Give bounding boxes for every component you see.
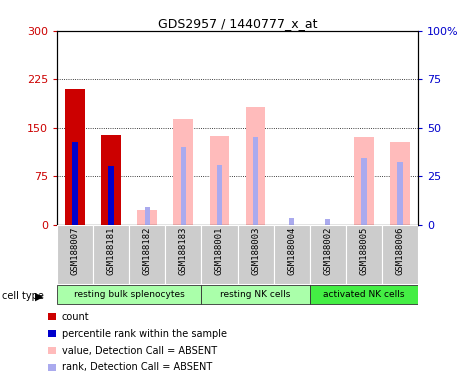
Text: GSM188002: GSM188002 bbox=[323, 227, 332, 275]
Bar bbox=[253, 137, 258, 225]
Bar bbox=[361, 158, 367, 225]
Bar bbox=[310, 225, 346, 284]
Bar bbox=[390, 142, 410, 225]
Bar bbox=[238, 225, 274, 284]
Text: value, Detection Call = ABSENT: value, Detection Call = ABSENT bbox=[62, 346, 217, 356]
Bar bbox=[325, 220, 331, 225]
Text: GSM188001: GSM188001 bbox=[215, 227, 224, 275]
Text: percentile rank within the sample: percentile rank within the sample bbox=[62, 329, 227, 339]
Bar bbox=[310, 285, 418, 304]
Bar bbox=[354, 137, 374, 225]
Bar bbox=[217, 164, 222, 225]
Text: ▶: ▶ bbox=[35, 291, 44, 301]
Text: GSM188005: GSM188005 bbox=[360, 227, 368, 275]
Text: GSM188004: GSM188004 bbox=[287, 227, 296, 275]
Bar bbox=[101, 136, 121, 225]
Bar bbox=[246, 107, 266, 225]
Text: resting bulk splenocytes: resting bulk splenocytes bbox=[74, 290, 185, 299]
Bar bbox=[209, 136, 229, 225]
Bar bbox=[93, 225, 129, 284]
Bar bbox=[65, 89, 85, 225]
Text: GSM188183: GSM188183 bbox=[179, 227, 188, 275]
Text: GSM188182: GSM188182 bbox=[143, 227, 152, 275]
Bar bbox=[397, 162, 403, 225]
Bar bbox=[346, 225, 382, 284]
Text: rank, Detection Call = ABSENT: rank, Detection Call = ABSENT bbox=[62, 362, 212, 372]
Bar bbox=[137, 210, 157, 225]
Bar bbox=[382, 225, 418, 284]
Bar bbox=[274, 225, 310, 284]
Text: activated NK cells: activated NK cells bbox=[323, 290, 405, 299]
Bar bbox=[57, 225, 93, 284]
Text: resting NK cells: resting NK cells bbox=[220, 290, 291, 299]
Bar bbox=[180, 147, 186, 225]
Text: cell type: cell type bbox=[2, 291, 44, 301]
Bar bbox=[289, 218, 294, 225]
Bar bbox=[144, 207, 150, 225]
Bar bbox=[72, 142, 78, 225]
Bar bbox=[165, 225, 201, 284]
Title: GDS2957 / 1440777_x_at: GDS2957 / 1440777_x_at bbox=[158, 17, 317, 30]
Bar bbox=[201, 225, 238, 284]
Text: GSM188007: GSM188007 bbox=[71, 227, 79, 275]
Bar bbox=[201, 285, 310, 304]
Bar bbox=[129, 225, 165, 284]
Text: GSM188003: GSM188003 bbox=[251, 227, 260, 275]
Bar bbox=[173, 119, 193, 225]
Text: GSM188181: GSM188181 bbox=[107, 227, 115, 275]
Text: GSM188006: GSM188006 bbox=[396, 227, 404, 275]
Bar bbox=[108, 167, 114, 225]
Bar bbox=[57, 285, 201, 304]
Text: count: count bbox=[62, 312, 89, 322]
